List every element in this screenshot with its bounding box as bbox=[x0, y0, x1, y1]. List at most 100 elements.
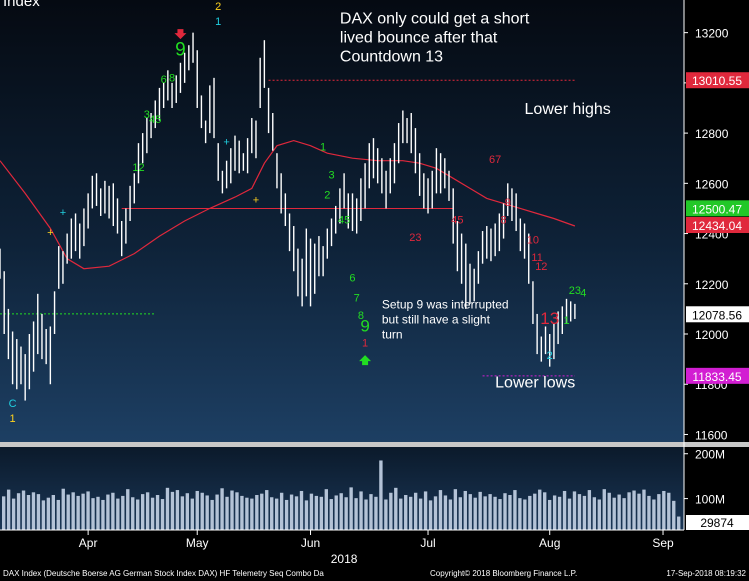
chart-callout-text: turn bbox=[382, 327, 403, 341]
chart-callout-text: but still have a slight bbox=[382, 312, 491, 326]
volume-bar bbox=[205, 495, 209, 530]
volume-bar bbox=[299, 490, 304, 530]
volume-bar bbox=[170, 491, 175, 530]
volume-bar bbox=[190, 498, 194, 530]
volume-bar bbox=[131, 497, 135, 530]
volume-bar bbox=[572, 491, 577, 530]
volume-bar bbox=[662, 490, 666, 530]
volume-bar bbox=[334, 495, 338, 530]
volume-bar bbox=[592, 497, 597, 530]
count-label: 3 bbox=[328, 169, 334, 181]
volume-bar bbox=[215, 494, 219, 530]
volume-bar bbox=[106, 494, 110, 530]
count-label: 6 bbox=[161, 74, 167, 86]
volume-bar bbox=[250, 498, 254, 530]
count-label: 7 bbox=[354, 292, 360, 304]
y-tick-label: 12600 bbox=[695, 177, 729, 191]
chart-callout-text: Lower highs bbox=[525, 101, 611, 118]
volume-bar bbox=[6, 489, 11, 530]
buy-arrow-icon bbox=[359, 355, 372, 366]
volume-bar bbox=[240, 495, 244, 530]
count-label: 8 bbox=[358, 310, 364, 322]
volume-bar bbox=[230, 490, 234, 530]
volume-bar bbox=[483, 496, 487, 530]
volume-tick-label: 200M bbox=[695, 448, 725, 462]
volume-bar bbox=[488, 494, 492, 530]
count-label: 9 bbox=[360, 317, 369, 336]
volume-bar bbox=[552, 495, 557, 530]
volume-bar bbox=[612, 497, 616, 530]
sell-arrow-icon bbox=[174, 29, 187, 40]
volume-bar bbox=[46, 497, 51, 530]
chart-callout-text: Lower lows bbox=[495, 375, 575, 392]
count-label: + bbox=[60, 207, 66, 219]
last-price-box bbox=[686, 217, 749, 234]
count-label: + bbox=[223, 137, 229, 149]
volume-bar bbox=[453, 489, 458, 530]
count-label: 2 bbox=[215, 1, 221, 13]
volume-bar bbox=[160, 499, 165, 530]
volume-bar bbox=[101, 499, 105, 530]
volume-bar bbox=[21, 490, 26, 530]
volume-bar bbox=[508, 495, 512, 530]
volume-bar bbox=[289, 494, 294, 530]
volume-bar bbox=[265, 490, 269, 530]
footer-security: DAX Index (Deutsche Boerse AG German Sto… bbox=[3, 569, 324, 578]
volume-bar bbox=[86, 491, 90, 530]
volume-bar bbox=[344, 497, 348, 530]
count-label: 2 bbox=[324, 189, 330, 201]
count-label: 2 bbox=[547, 350, 553, 362]
y-tick-label: 12000 bbox=[695, 328, 729, 342]
count-label: 13 bbox=[540, 309, 559, 328]
volume-bar bbox=[513, 490, 517, 530]
volume-bar bbox=[210, 499, 214, 530]
volume-bar bbox=[582, 495, 587, 530]
count-label: 1 bbox=[563, 315, 569, 327]
volume-bar bbox=[468, 494, 472, 530]
volume-bar bbox=[463, 490, 467, 530]
volume-bar bbox=[16, 493, 21, 530]
last-price-box bbox=[686, 200, 749, 217]
volume-bar bbox=[498, 499, 502, 530]
volume-bar bbox=[284, 499, 289, 530]
volume-bar bbox=[274, 498, 279, 530]
volume-bar bbox=[225, 496, 229, 530]
count-label: 8 bbox=[500, 215, 506, 227]
volume-bar bbox=[562, 490, 567, 530]
count-label: 11 bbox=[531, 252, 542, 264]
volume-bar bbox=[478, 491, 482, 530]
volume-bar bbox=[389, 492, 393, 530]
volume-bar bbox=[354, 498, 358, 530]
volume-bar bbox=[71, 492, 75, 530]
volume-bar bbox=[587, 490, 592, 530]
volume-bar bbox=[56, 499, 60, 530]
volume-bar bbox=[518, 498, 522, 530]
volume-bar bbox=[557, 496, 562, 530]
volume-bar bbox=[51, 495, 55, 530]
volume-bar bbox=[538, 489, 542, 530]
volume-bar bbox=[314, 495, 319, 530]
chart-callout-text: DAX only could get a short bbox=[340, 11, 530, 28]
y-tick-label: 12200 bbox=[695, 278, 729, 292]
count-label: 4 bbox=[580, 287, 586, 299]
volume-bar bbox=[329, 499, 333, 530]
volume-bar bbox=[76, 495, 80, 530]
volume-bar bbox=[667, 492, 671, 530]
x-tick-label: Aug bbox=[539, 536, 560, 550]
volume-bar bbox=[473, 497, 477, 530]
volume-bar bbox=[81, 493, 85, 530]
x-tick-label: Jul bbox=[420, 536, 435, 550]
footer-copyright: Copyright© 2018 Bloomberg Finance L.P. bbox=[430, 569, 577, 578]
volume-bar bbox=[438, 490, 443, 530]
x-tick-label: Sep bbox=[652, 536, 674, 550]
volume-bar bbox=[260, 493, 264, 530]
last-volume-box bbox=[686, 515, 749, 530]
volume-bar bbox=[349, 487, 353, 530]
count-label: 45 bbox=[149, 114, 161, 126]
volume-bar bbox=[597, 499, 601, 530]
volume-bar bbox=[126, 489, 130, 530]
volume-bar bbox=[279, 492, 284, 530]
count-label: 23 bbox=[569, 285, 581, 297]
count-label: 6 bbox=[349, 272, 355, 284]
volume-bar bbox=[448, 499, 453, 530]
